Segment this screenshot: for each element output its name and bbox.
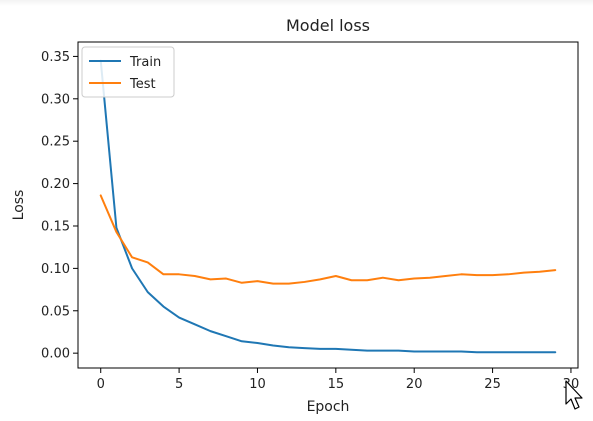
x-tick-label: 20 [406, 377, 423, 392]
y-tick-label: 0.35 [41, 50, 70, 65]
legend-label-train: Train [129, 55, 161, 70]
series-line-train [99, 59, 557, 354]
chart-title: Model loss [286, 16, 370, 35]
y-tick-label: 0.25 [41, 135, 70, 150]
series-layer [99, 59, 557, 354]
cropped-text-strip [0, 0, 593, 6]
y-axis-label: Loss [11, 190, 27, 221]
y-tick-label: 0.15 [41, 219, 70, 234]
legend-box [81, 46, 175, 98]
x-tick-label: 10 [249, 377, 266, 392]
x-tick-label: 0 [97, 377, 105, 392]
series-line-test [99, 194, 557, 285]
y-tick-label: 0.00 [41, 347, 70, 362]
y-axis: 0.00 0.05 0.10 0.15 0.20 0.25 0.30 0.35 [41, 50, 78, 362]
y-tick-label: 0.05 [41, 304, 70, 319]
y-tick-label: 0.20 [41, 177, 70, 192]
y-tick-label: 0.10 [41, 262, 70, 277]
x-tick-label: 15 [328, 377, 345, 392]
legend: Train Test [81, 46, 175, 98]
x-tick-label: 5 [175, 377, 183, 392]
x-axis: 0 5 10 15 20 25 30 [97, 368, 579, 392]
y-tick-label: 0.30 [41, 92, 70, 107]
legend-label-test: Test [129, 77, 156, 92]
mouse-cursor-icon [565, 380, 583, 410]
x-axis-label: Epoch [307, 399, 350, 415]
x-tick-label: 25 [484, 377, 501, 392]
